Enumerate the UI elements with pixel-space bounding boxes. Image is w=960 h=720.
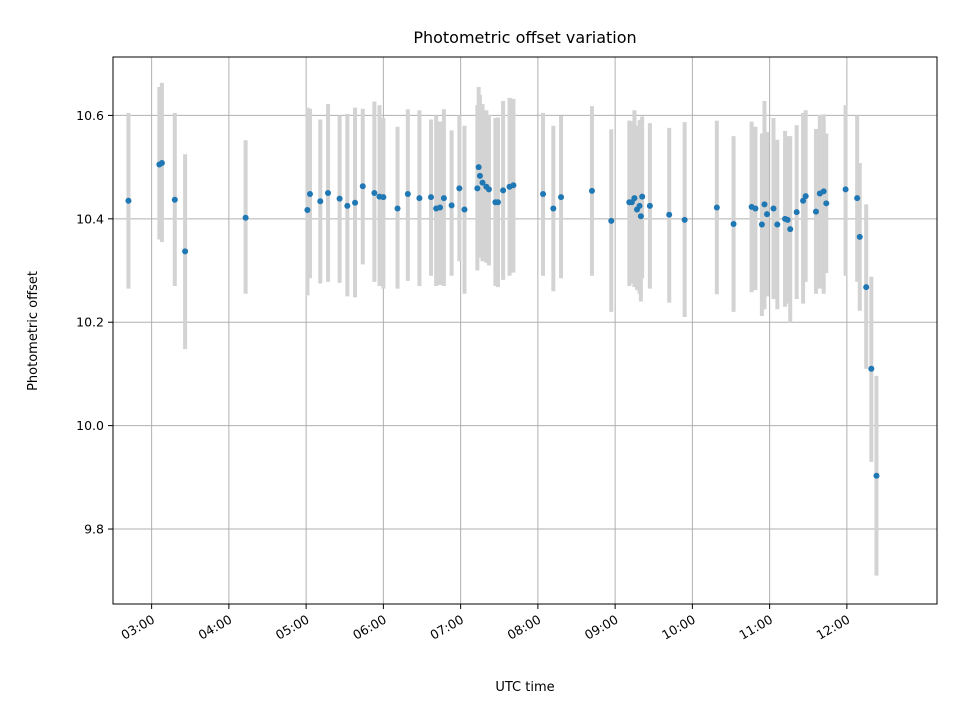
data-point: [636, 202, 643, 209]
data-point: [352, 199, 359, 206]
data-point: [182, 248, 189, 255]
data-point: [812, 208, 819, 215]
data-point: [461, 206, 468, 213]
data-point: [802, 193, 809, 200]
data-point: [494, 199, 501, 206]
data-points: [125, 159, 880, 479]
data-point: [646, 202, 653, 209]
x-tick-label: 07:00: [427, 612, 466, 643]
y-tick-label: 10.6: [76, 108, 104, 123]
grid-lines: [113, 57, 937, 604]
data-point: [758, 221, 765, 228]
y-tick-label: 10.0: [76, 418, 104, 433]
data-point: [336, 195, 343, 202]
data-point: [437, 204, 444, 211]
data-point: [637, 213, 644, 220]
data-point: [842, 186, 849, 193]
data-point: [485, 186, 492, 193]
y-axis-label: Photometric offset: [26, 271, 41, 391]
x-tick-label: 08:00: [505, 612, 544, 643]
data-point: [784, 216, 791, 223]
data-point: [344, 202, 351, 209]
data-point: [631, 195, 638, 202]
data-point: [800, 197, 807, 204]
data-point: [820, 188, 827, 195]
data-point: [854, 195, 861, 202]
data-point: [793, 209, 800, 216]
data-point: [540, 191, 547, 198]
data-point: [730, 220, 737, 227]
x-tick-label: 06:00: [350, 612, 389, 643]
data-point: [428, 194, 435, 201]
data-point: [476, 172, 483, 179]
data-point: [639, 193, 646, 200]
x-tick-label: 05:00: [273, 612, 312, 643]
data-point: [550, 205, 557, 212]
y-tick-label: 9.8: [84, 522, 104, 537]
data-point: [456, 185, 463, 192]
chart-title: Photometric offset variation: [413, 28, 636, 47]
data-point: [510, 182, 517, 189]
data-point: [371, 189, 378, 196]
data-point: [125, 197, 132, 204]
data-point: [823, 200, 830, 207]
x-axis-label: UTC time: [495, 680, 554, 695]
x-tick-label: 03:00: [118, 612, 157, 643]
data-point: [752, 205, 759, 212]
data-point: [873, 472, 880, 479]
y-tick-label: 10.2: [76, 315, 104, 330]
data-point: [761, 201, 768, 208]
data-point: [448, 202, 455, 209]
data-point: [171, 196, 178, 203]
data-point: [475, 164, 482, 171]
error-bars: [126, 82, 879, 576]
data-point: [787, 226, 794, 233]
data-point: [770, 205, 777, 212]
data-point: [394, 205, 401, 212]
x-tick-label: 09:00: [582, 612, 621, 643]
data-point: [440, 195, 447, 202]
x-tick-label: 12:00: [814, 612, 853, 643]
plot-frame: [112, 56, 938, 605]
data-point: [774, 221, 781, 228]
data-point: [158, 159, 165, 166]
x-tick-label: 10:00: [659, 612, 698, 643]
data-point: [380, 194, 387, 201]
data-point: [681, 216, 688, 223]
data-point: [713, 204, 720, 211]
data-point: [304, 207, 311, 214]
data-point: [416, 195, 423, 202]
data-point: [500, 187, 507, 194]
data-point: [608, 217, 615, 224]
data-point: [404, 191, 411, 198]
data-point: [479, 179, 486, 186]
data-point: [666, 211, 673, 218]
x-ticks: 03:00 04:00 05:00 06:00 07:00 08:00 09:00 10:00…: [118, 604, 852, 643]
data-point: [242, 214, 249, 221]
x-tick-label: 11:00: [736, 612, 775, 643]
data-point: [317, 198, 324, 205]
data-point: [306, 191, 313, 198]
data-point: [474, 185, 481, 192]
y-ticks: 9.8 10.0 10.2 10.4 10.6: [76, 108, 113, 537]
data-point: [863, 284, 870, 291]
data-point: [764, 211, 771, 218]
data-point: [359, 183, 366, 190]
data-point: [856, 233, 863, 240]
data-point: [588, 187, 595, 194]
data-point: [558, 194, 565, 201]
data-point: [868, 365, 875, 372]
data-point: [325, 189, 332, 196]
y-tick-label: 10.4: [76, 211, 104, 226]
x-tick-label: 04:00: [196, 612, 235, 643]
